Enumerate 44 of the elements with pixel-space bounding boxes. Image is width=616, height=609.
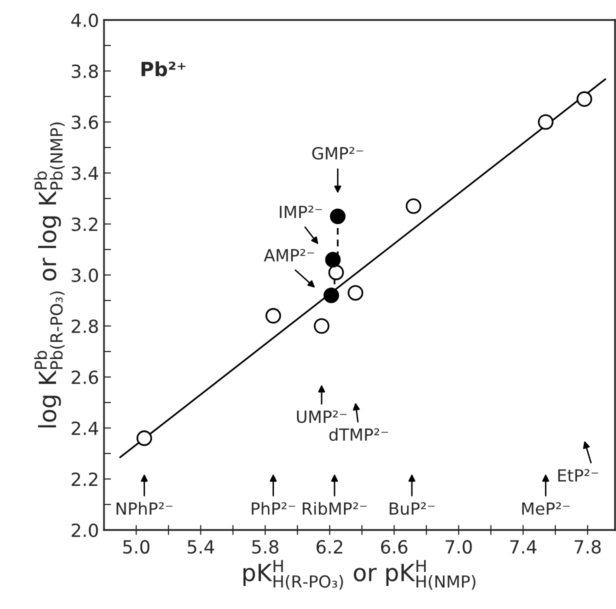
y-tick-label: 3.2 <box>72 217 98 232</box>
y-tick-label: 3.4 <box>72 166 98 180</box>
x-tick-label: 6.2 <box>316 540 342 554</box>
x-tick-label: 5.0 <box>123 540 150 554</box>
x-tick-label: 6.6 <box>381 540 408 554</box>
x-axis-title: pK$^{H}$$_{H(R-PO₃)}$ or pK$^{H}$$_{H(NMP)}$ <box>243 560 476 590</box>
x-tick-label: 7.0 <box>446 540 472 554</box>
annotation: MeP²⁻ <box>522 502 570 515</box>
annotation: Pb²⁺ <box>142 61 186 76</box>
y-tick-label: 2.4 <box>72 421 98 435</box>
annotation: GMP²⁻ <box>312 146 364 160</box>
y-axis-title: log K$^{Pb}$$_{Pb(R-PO₃)}$ or log K$^{Pb}$$_{Pb(NMP)}$ <box>34 122 65 428</box>
x-tick-label: 7.4 <box>510 540 536 554</box>
x-tick-label: 5.4 <box>188 540 214 554</box>
annotation: PhP²⁻ <box>252 502 296 515</box>
x-tick-label: 7.8 <box>574 540 601 554</box>
x-tick-label: 5.8 <box>252 540 278 554</box>
y-tick-label: 3.0 <box>72 268 98 282</box>
annotation: AMP²⁻ <box>264 248 314 262</box>
y-tick-label: 4.0 <box>71 13 98 28</box>
y-tick-label: 2.8 <box>72 319 98 334</box>
point <box>330 208 346 224</box>
annotation: EtP²⁻ <box>558 469 598 482</box>
point <box>576 91 592 107</box>
point <box>348 285 364 301</box>
point <box>328 264 344 280</box>
point <box>265 308 282 324</box>
y-tick-label: 3.6 <box>72 115 98 130</box>
point <box>136 430 152 446</box>
y-tick-label: 2.0 <box>72 523 98 538</box>
y-tick-label: 2.2 <box>72 472 98 486</box>
annotation: RibMP²⁻ <box>302 502 367 515</box>
point <box>314 318 330 334</box>
point <box>325 252 341 268</box>
point <box>406 198 422 214</box>
annotation: dTMP²⁻ <box>329 428 388 441</box>
point <box>538 114 554 130</box>
annotation: IMP²⁻ <box>280 206 322 218</box>
annotation: NPhP²⁻ <box>116 502 172 515</box>
y-tick-label: 3.8 <box>72 64 98 78</box>
point <box>324 288 340 304</box>
annotation: BuP²⁻ <box>390 502 435 515</box>
annotation: UMP²⁻ <box>297 410 347 424</box>
y-tick-label: 2.6 <box>72 370 98 384</box>
